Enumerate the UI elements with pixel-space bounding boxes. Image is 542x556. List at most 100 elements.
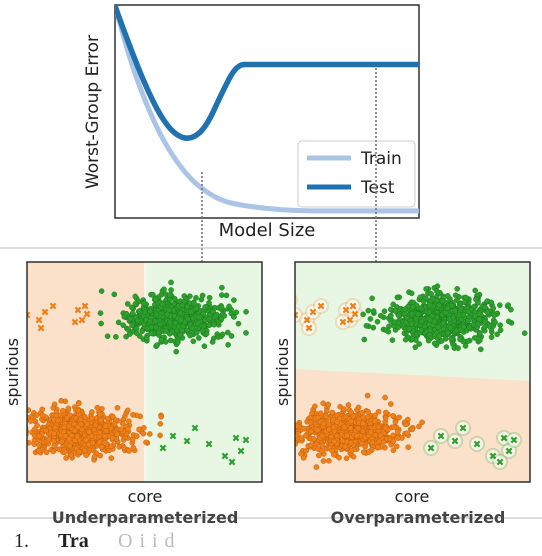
point-green [219,284,225,291]
point-green [381,308,388,315]
line-test [115,5,419,141]
point-green [496,302,503,309]
point-orange [387,401,394,407]
point-green [235,320,242,327]
point-green [231,297,237,303]
point-green [123,310,130,317]
point-orange [88,433,95,439]
point-green [472,313,478,319]
minority-orange-cross [27,311,31,319]
point-green [202,304,208,310]
point-green [218,304,225,311]
point-orange [289,412,294,417]
point-orange [82,413,88,420]
point-orange [298,450,304,457]
top-xlabel: Model Size [219,220,316,241]
point-green [476,330,483,337]
point-orange [89,415,95,422]
panel-over-xlabel: core [395,487,430,506]
point-green [224,329,231,336]
point-orange [390,438,397,445]
point-orange [320,400,327,407]
point-green [148,330,155,337]
point-orange [21,432,26,437]
point-green [436,302,443,309]
point-orange [394,435,401,441]
point-green [127,315,134,322]
point-orange [92,422,99,429]
point-orange [76,400,82,407]
point-orange [114,431,120,438]
point-green [148,324,155,331]
point-orange [71,421,77,427]
minority-green-cross [242,436,250,444]
point-orange [329,409,336,416]
point-orange [65,405,72,412]
point-orange [372,418,378,424]
point-green [408,320,415,327]
point-green [104,333,111,340]
point-orange [382,415,389,421]
minority-green-cross [169,432,177,440]
point-orange [353,432,360,439]
point-green [444,305,451,312]
point-green [415,311,421,318]
point-orange [43,427,50,434]
point-orange [343,455,350,462]
point-orange [63,455,69,461]
point-orange [315,452,322,459]
point-orange [336,454,342,461]
point-orange [66,423,72,430]
minority-green-cross [500,434,508,442]
point-orange [365,408,371,415]
minority-green-cross [183,437,191,445]
point-green [466,324,473,331]
point-green [462,343,469,349]
minority-green-cross [459,424,467,432]
point-orange [59,438,65,445]
point-orange [375,408,382,415]
caption-rest: O i i d [118,530,176,552]
point-green [360,311,366,318]
point-green [482,304,488,311]
minority-green-cross [437,432,445,440]
point-orange [143,439,149,446]
point-orange [109,413,116,420]
point-green [363,322,370,329]
point-green [394,294,401,301]
point-green [435,324,442,330]
point-green [159,301,166,307]
point-orange [364,392,371,399]
point-green [177,332,184,338]
point-orange [0,423,4,428]
point-orange [39,412,46,419]
point-orange [102,433,108,440]
point-green [402,336,409,343]
point-green [190,338,197,345]
point-orange [286,430,291,435]
point-orange [98,417,104,424]
point-green [161,286,167,293]
point-green [132,293,138,300]
point-green [428,291,434,297]
point-green [465,317,471,324]
point-green [417,294,423,301]
point-orange [350,453,357,460]
minority-green-cross [496,458,504,466]
minority-orange-cross [83,310,91,318]
point-orange [334,418,340,425]
point-orange [390,447,397,454]
point-green [193,329,200,336]
point-orange [300,455,307,461]
point-green [431,340,438,347]
point-green [115,319,122,326]
point-orange [303,447,310,454]
point-green [377,312,384,319]
point-orange [298,435,305,441]
point-green [465,308,472,315]
point-green [418,327,425,333]
point-orange [27,407,32,413]
point-orange [61,424,68,431]
point-green [243,330,249,336]
point-green [453,327,460,334]
